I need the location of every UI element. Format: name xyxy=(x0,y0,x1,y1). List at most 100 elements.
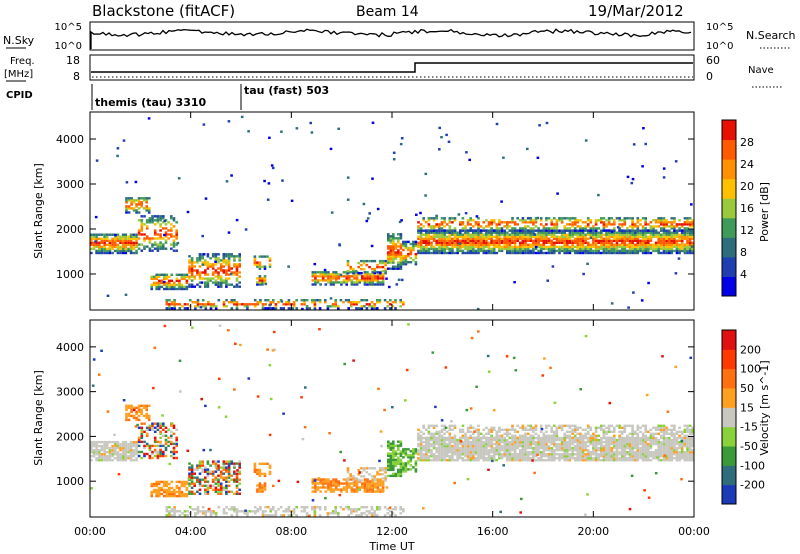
velocity-cell xyxy=(485,449,488,452)
velocity-cell xyxy=(402,462,405,465)
velocity-cell xyxy=(178,480,181,484)
velocity-cell xyxy=(204,478,207,481)
velocity-cell xyxy=(568,455,572,458)
power-cell xyxy=(394,267,398,270)
power-cell xyxy=(132,243,136,246)
power-cell xyxy=(397,253,400,256)
power-cell xyxy=(662,235,666,238)
velocity-cell xyxy=(392,464,395,467)
power-cell xyxy=(137,199,141,202)
velocity-cell xyxy=(558,436,561,440)
velocity-cell xyxy=(399,442,403,445)
power-cell xyxy=(584,229,587,232)
power-cell xyxy=(376,263,379,267)
velocity-cell xyxy=(550,446,553,450)
power-cell xyxy=(667,225,671,228)
power-cell xyxy=(399,267,403,270)
velocity-cell xyxy=(119,453,122,456)
power-cell xyxy=(639,233,642,236)
power-cell xyxy=(529,235,533,238)
velocity-cell xyxy=(526,459,530,462)
velocity-cell xyxy=(495,442,499,446)
power-cell xyxy=(373,307,376,310)
velocity-cell xyxy=(683,451,687,454)
power-cell xyxy=(170,285,174,289)
power-cell xyxy=(400,278,404,282)
power-cell xyxy=(230,255,233,258)
velocity-cell xyxy=(225,470,228,473)
power-cell xyxy=(662,217,666,220)
velocity-cell xyxy=(227,464,231,467)
power-cell xyxy=(399,305,402,308)
power-cell xyxy=(503,233,506,236)
velocity-cell xyxy=(615,455,619,458)
power-cell xyxy=(566,229,569,232)
power-cell xyxy=(389,261,393,264)
power-cell xyxy=(263,265,267,268)
power-cell xyxy=(185,287,189,291)
velocity-cell xyxy=(165,482,169,486)
velocity-cell xyxy=(266,462,269,465)
velocity-cell xyxy=(427,451,431,454)
power-cell xyxy=(214,257,218,260)
velocity-cell xyxy=(332,488,335,491)
velocity-cell xyxy=(95,442,98,446)
power-cell xyxy=(487,243,491,246)
power-cell xyxy=(469,249,472,253)
power-cell xyxy=(156,243,160,246)
velocity-cell xyxy=(472,459,475,462)
velocity-cell xyxy=(618,451,621,454)
velocity-cell xyxy=(125,408,128,412)
power-cell xyxy=(175,229,178,232)
power-cell xyxy=(589,243,593,246)
power-cell xyxy=(613,223,616,226)
power-cell xyxy=(387,257,390,260)
power-cell xyxy=(108,243,112,246)
velocity-cell xyxy=(553,455,556,458)
velocity-cell xyxy=(132,416,136,420)
velocity-cell xyxy=(440,453,444,456)
power-cell xyxy=(558,217,561,220)
velocity-cell xyxy=(563,436,566,440)
velocity-cell xyxy=(586,455,590,458)
velocity-cell xyxy=(503,436,506,440)
power-cell xyxy=(571,243,574,246)
power-cell xyxy=(92,247,96,251)
power-cell xyxy=(319,275,322,278)
power-cell xyxy=(427,219,431,222)
y-tick-label: 4000 xyxy=(56,133,84,146)
velocity-cell xyxy=(190,470,194,473)
velocity-cell xyxy=(456,449,459,452)
velocity-cell xyxy=(227,474,231,477)
power-cell xyxy=(623,221,627,224)
power-cell xyxy=(387,267,390,270)
power-cell xyxy=(145,221,149,224)
velocity-cell xyxy=(613,459,616,462)
velocity-cell xyxy=(503,446,506,450)
power-cell xyxy=(532,231,535,234)
power-cell xyxy=(513,233,517,236)
velocity-cell xyxy=(368,484,372,487)
velocity-cell xyxy=(397,472,400,476)
velocity-cell xyxy=(392,442,395,445)
velocity-cell xyxy=(180,494,184,498)
velocity-cell xyxy=(451,453,454,456)
velocity-cell xyxy=(472,442,475,446)
power-cell xyxy=(334,277,338,280)
velocity-cell xyxy=(626,444,629,448)
power-cell xyxy=(233,285,236,288)
power-cell xyxy=(466,229,470,232)
velocity-cell xyxy=(647,457,650,460)
power-cell xyxy=(469,247,472,251)
power-cell xyxy=(270,164,274,167)
velocity-cell xyxy=(678,453,681,456)
power-cell xyxy=(618,245,621,249)
power-cell xyxy=(571,221,574,224)
power-cell xyxy=(662,219,666,222)
velocity-cell xyxy=(537,449,540,452)
power-cell xyxy=(563,237,566,240)
velocity-cell xyxy=(526,444,530,448)
velocity-cell xyxy=(90,446,93,450)
velocity-cell xyxy=(130,404,133,407)
velocity-cell xyxy=(414,452,418,455)
